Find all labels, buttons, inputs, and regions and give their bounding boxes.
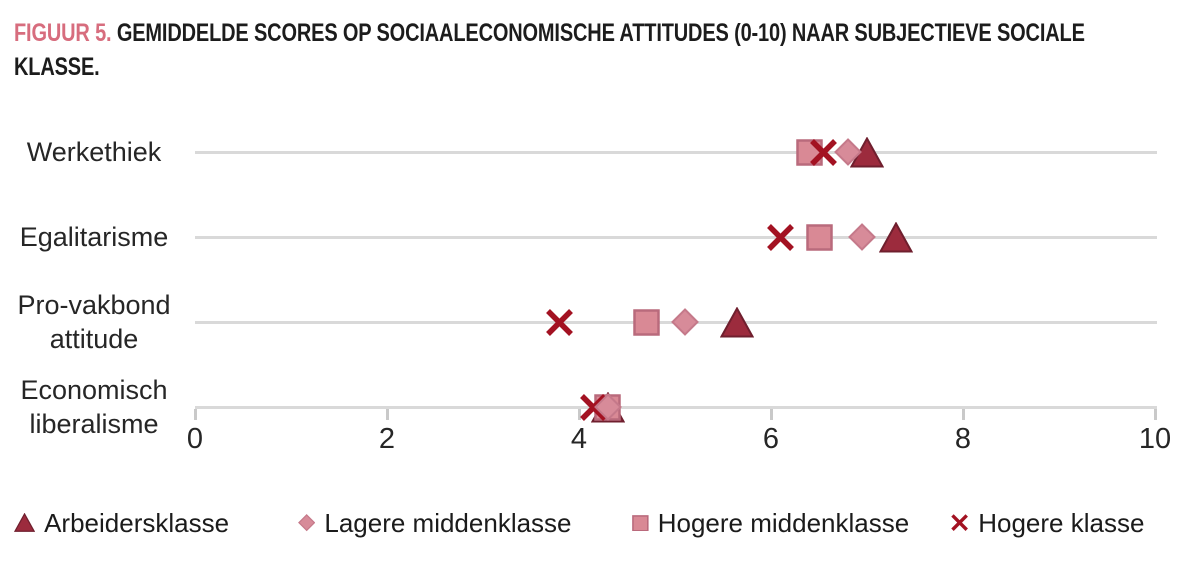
figure-number: FIGUUR 5. (14, 19, 112, 47)
category-gridline (195, 151, 1157, 154)
axis-tick-mark (578, 409, 581, 420)
legend-item: Hogere middenklasse (632, 503, 909, 543)
figure-title-line2: KLASSE. (14, 53, 100, 81)
axis-tick-label: 2 (378, 423, 396, 455)
axis-tick-label: 0 (186, 423, 204, 455)
axis-tick-mark (962, 409, 965, 420)
figure-title: FIGUUR 5. GEMIDDELDE SCORES OP SOCIAALEC… (14, 16, 1085, 84)
legend-item: Hogere klasse (950, 503, 1144, 543)
axis-tick-label: 10 (1138, 423, 1172, 455)
legend-diamond-icon (298, 514, 316, 532)
data-marker-diamond (848, 223, 877, 256)
legend-item: Arbeidersklasse (14, 503, 229, 543)
data-marker-x (544, 307, 575, 343)
axis-tick-label: 4 (570, 423, 588, 455)
data-marker-x (808, 137, 839, 173)
axis-tick-label: 8 (954, 423, 972, 455)
axis-tick-mark (386, 409, 389, 420)
legend-triangle-icon (14, 513, 36, 533)
axis-tick-label: 6 (762, 423, 780, 455)
data-marker-diamond (593, 393, 622, 426)
legend-label: Hogere klasse (978, 507, 1145, 538)
data-marker-x (765, 222, 796, 258)
category-label: Pro-vakbond attitude (17, 290, 171, 354)
data-marker-x (578, 392, 609, 428)
category-label: Economisch liberalisme (20, 375, 168, 439)
category-gridline (195, 406, 1157, 409)
legend-item: Lagere middenklasse (298, 503, 572, 543)
data-marker-diamond (670, 308, 699, 341)
legend-label: Lagere middenklasse (324, 507, 572, 538)
axis-tick-mark (770, 409, 773, 420)
category-label: Egalitarisme (19, 222, 169, 252)
category-label: Werkethiek (26, 137, 162, 167)
data-marker-triangle (878, 220, 913, 258)
figure-title-text: GEMIDDELDE SCORES OP SOCIAALECONOMISCHE … (111, 19, 1085, 47)
axis-tick-mark (194, 409, 197, 420)
figure-title-line1: FIGUUR 5. GEMIDDELDE SCORES OP SOCIAALEC… (14, 16, 1085, 50)
axis-tick-mark (1154, 409, 1157, 420)
data-marker-diamond (833, 138, 862, 171)
legend-label: Arbeidersklasse (44, 507, 230, 538)
data-marker-square (805, 223, 833, 256)
category-gridline (195, 236, 1157, 239)
legend-square-icon (632, 514, 649, 532)
legend-label: Hogere middenklasse (657, 507, 910, 538)
legend-x-icon (950, 513, 969, 532)
data-marker-square (632, 308, 660, 341)
data-marker-triangle (720, 305, 755, 343)
